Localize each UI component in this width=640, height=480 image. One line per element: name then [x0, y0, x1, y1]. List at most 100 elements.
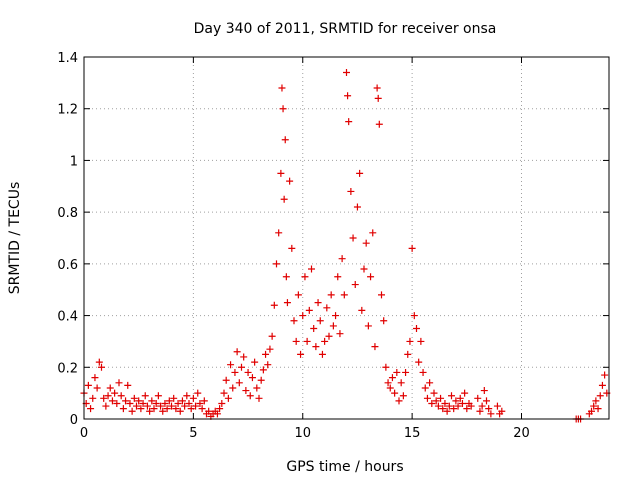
- data-point-marker: [588, 407, 595, 415]
- data-point-marker: [437, 394, 445, 402]
- data-point-marker: [117, 392, 125, 400]
- data-point-marker: [139, 399, 147, 407]
- data-point-marker: [278, 84, 286, 92]
- data-point-marker: [384, 379, 392, 387]
- data-point-marker: [344, 92, 352, 100]
- data-point-marker: [168, 402, 175, 410]
- data-point-marker: [143, 402, 151, 410]
- data-point-marker: [172, 405, 180, 413]
- data-point-marker: [154, 392, 162, 400]
- data-point-marker: [461, 389, 469, 397]
- data-point-marker: [364, 322, 372, 330]
- data-point-marker: [122, 397, 130, 405]
- data-point-marker: [397, 379, 405, 387]
- data-point-marker: [277, 169, 285, 177]
- data-point-marker: [126, 399, 134, 407]
- data-point-marker: [264, 361, 272, 369]
- data-point-marker: [590, 402, 598, 410]
- data-point-marker: [343, 69, 350, 77]
- data-point-marker: [262, 350, 270, 358]
- data-point-marker: [391, 389, 399, 397]
- data-point-marker: [220, 389, 228, 397]
- data-point-marker: [338, 255, 346, 263]
- data-point-marker: [93, 384, 101, 392]
- data-point-marker: [283, 299, 291, 307]
- data-point-marker: [104, 392, 112, 400]
- data-point-marker: [419, 368, 427, 376]
- data-point-marker: [163, 405, 171, 413]
- data-point-marker: [382, 363, 390, 371]
- data-point-marker: [476, 407, 484, 415]
- data-point-marker: [148, 397, 156, 405]
- data-point-marker: [192, 402, 200, 410]
- data-point-marker: [399, 392, 407, 400]
- data-point-marker: [432, 397, 440, 405]
- data-point-marker: [91, 374, 99, 382]
- data-point-marker: [369, 229, 377, 237]
- data-point-marker: [113, 399, 121, 407]
- data-point-marker: [246, 392, 254, 400]
- data-point-marker: [128, 407, 136, 415]
- data-point-marker: [174, 399, 182, 407]
- data-points: [80, 69, 611, 423]
- data-point-marker: [323, 304, 331, 312]
- data-point-marker: [98, 363, 105, 371]
- data-point-marker: [288, 244, 296, 252]
- axis-ticks: 0 5 10 15 20 0 0.2 0.4 0.6 0.8 1 1.2 1.4: [57, 51, 609, 441]
- data-point-marker: [100, 394, 108, 402]
- data-point-marker: [95, 358, 103, 366]
- data-point-marker: [141, 392, 149, 400]
- data-point-marker: [292, 337, 300, 345]
- data-point-marker: [286, 177, 294, 185]
- data-point-marker: [178, 397, 186, 405]
- data-point-marker: [198, 405, 206, 413]
- data-point-marker: [235, 379, 243, 387]
- data-point-marker: [87, 405, 95, 413]
- data-point-marker: [102, 402, 110, 410]
- data-point-marker: [340, 291, 348, 299]
- data-point-marker: [336, 330, 344, 338]
- data-point-marker: [106, 384, 114, 392]
- data-point-marker: [334, 273, 342, 281]
- data-point-marker: [229, 384, 237, 392]
- y-tick-label: 1.4: [57, 51, 78, 66]
- y-tick-label: 1: [70, 154, 78, 169]
- data-point-marker: [443, 407, 451, 415]
- data-point-marker: [428, 399, 436, 407]
- data-point-marker: [448, 392, 455, 400]
- data-point-marker: [301, 273, 309, 281]
- data-point-marker: [124, 381, 132, 389]
- data-point-marker: [417, 337, 425, 345]
- data-point-marker: [196, 399, 204, 407]
- data-point-marker: [404, 350, 412, 358]
- y-tick-label: 0.8: [57, 206, 78, 221]
- data-point-marker: [253, 384, 261, 392]
- data-point-marker: [463, 405, 471, 413]
- data-point-marker: [275, 229, 283, 237]
- x-axis-title: GPS time / hours: [286, 459, 403, 475]
- data-point-marker: [349, 234, 357, 242]
- data-point-marker: [458, 399, 466, 407]
- data-point-marker: [332, 312, 340, 320]
- data-point-marker: [406, 337, 414, 345]
- data-point-marker: [478, 402, 486, 410]
- data-point-marker: [395, 397, 403, 405]
- data-point-marker: [474, 394, 482, 402]
- data-point-marker: [439, 405, 447, 413]
- data-point-marker: [367, 273, 375, 281]
- data-point-marker: [290, 317, 298, 325]
- data-point-marker: [150, 405, 158, 413]
- data-point-marker: [189, 394, 197, 402]
- data-point-marker: [493, 402, 501, 410]
- x-tick-label: 0: [80, 426, 88, 441]
- data-point-marker: [305, 306, 313, 314]
- data-point-marker: [318, 350, 326, 358]
- data-point-marker: [240, 353, 248, 361]
- data-point-marker: [280, 195, 288, 203]
- data-point-marker: [598, 381, 606, 389]
- data-point-marker: [375, 120, 383, 128]
- x-tick-label: 5: [189, 426, 197, 441]
- data-point-marker: [596, 392, 604, 400]
- data-point-marker: [294, 291, 302, 299]
